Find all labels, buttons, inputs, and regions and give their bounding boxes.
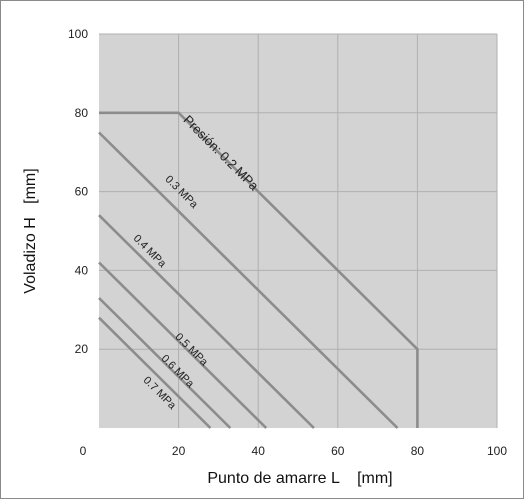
x-tick-label: 80 [411, 444, 425, 458]
x-tick-label: 20 [172, 444, 186, 458]
series-line-0 [99, 111, 419, 428]
series-line-2 [98, 214, 315, 429]
series-line-4 [98, 297, 232, 429]
series-lines [98, 111, 419, 429]
y-axis-ticks: 20 40 60 80 100 [68, 27, 88, 356]
series-line-1 [98, 131, 399, 429]
x-axis-title: Punto de amarre L [mm] [207, 470, 392, 487]
x-tick-label: 60 [331, 444, 345, 458]
y-tick-label: 40 [75, 263, 89, 277]
y-tick-label: 80 [75, 106, 89, 120]
y-tick-label: 60 [75, 185, 89, 199]
y-tick-label: 20 [75, 342, 89, 356]
series-line-5 [98, 316, 212, 429]
x-tick-label: 40 [252, 444, 266, 458]
y-tick-label: 100 [68, 27, 88, 41]
series-line-3 [98, 261, 268, 429]
x-axis-ticks: 0 20 40 60 80 100 [80, 444, 508, 458]
grid-lines [99, 33, 498, 428]
x-tick-label: 0 [80, 444, 87, 458]
x-tick-label: 100 [487, 444, 507, 458]
y-axis-title: Voladizo H [mm] [22, 168, 39, 293]
